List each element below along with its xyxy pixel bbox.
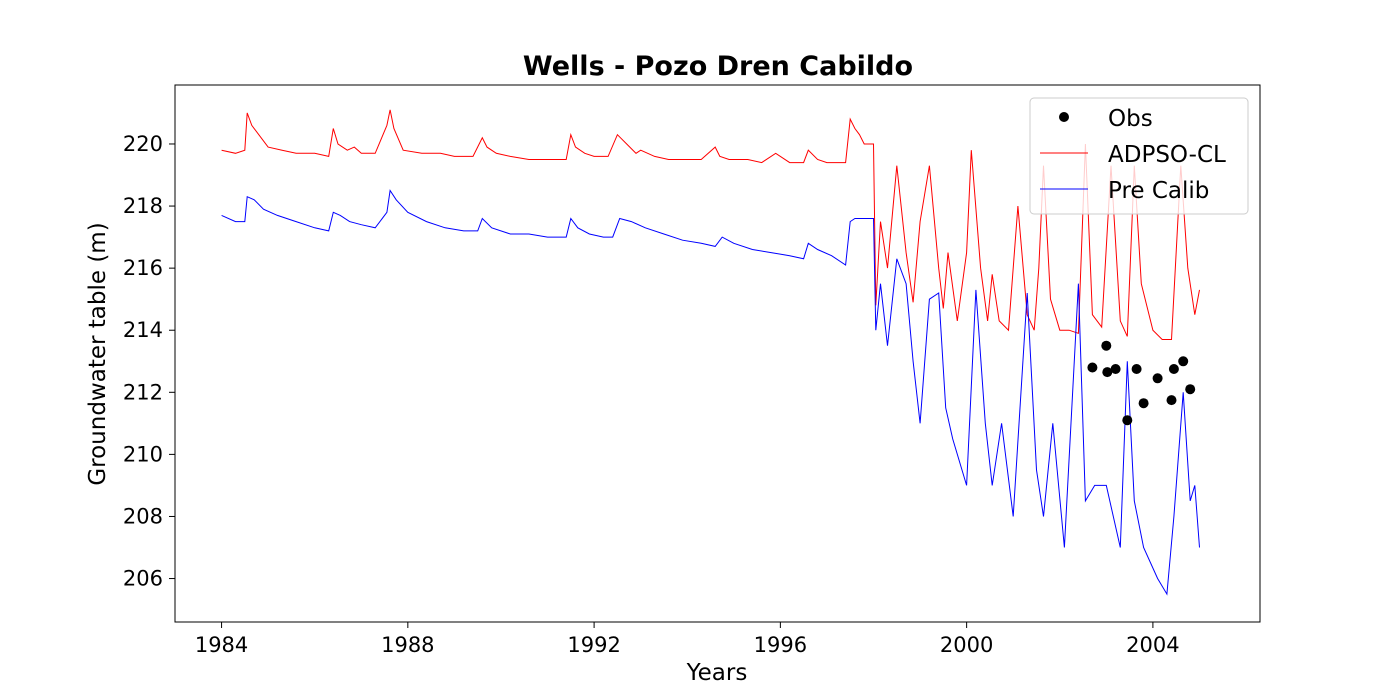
obs-point [1101,340,1112,351]
legend-obs-marker [1059,112,1069,122]
x-tick-label: 2004 [1126,633,1179,657]
y-tick-label: 216 [123,256,163,280]
obs-point [1110,364,1121,374]
y-tick-label: 206 [123,567,163,591]
chart-title: Wells - Pozo Dren Cabildo [523,51,913,82]
x-tick-label: 2000 [940,633,993,657]
y-axis: 206 208 210 212 214 216 218 220 [123,132,175,591]
legend-frame [1029,97,1249,215]
y-tick-label: 210 [123,442,163,466]
y-tick-label: 220 [123,132,163,156]
x-tick-label: 1996 [754,633,807,657]
y-tick-label: 208 [123,504,163,528]
series-layer [221,109,1200,596]
legend: Obs ADPSO-CL Pre Calib [1029,97,1249,215]
obs-point [1168,364,1179,374]
obs-point [1166,395,1177,406]
pre-calib-line [221,189,1200,596]
legend-obs-label: Obs [1108,106,1153,132]
obs-point [1185,384,1196,395]
x-tick-label: 1984 [195,633,248,657]
obs-point [1087,362,1098,373]
x-axis-label: Years [686,660,748,686]
obs-point [1138,398,1149,409]
obs-point [1131,364,1142,374]
y-tick-label: 218 [123,194,163,218]
obs-point [1178,356,1189,367]
obs-point [1102,367,1113,378]
legend-adpso-cl-label: ADPSO-CL [1108,142,1226,168]
x-tick-label: 1992 [567,633,620,657]
x-axis: 1984 1988 1992 1996 2000 2004 [195,622,1180,657]
y-tick-label: 212 [123,380,163,404]
y-axis-label: Groundwater table (m) [85,222,111,485]
y-tick-label: 214 [123,318,163,342]
legend-pre-calib-label: Pre Calib [1108,178,1209,204]
x-tick-label: 1988 [381,633,434,657]
obs-points [1087,340,1196,426]
obs-point [1122,415,1133,426]
adpso-cl-line [221,109,1200,340]
plot-area [174,84,1261,623]
obs-point [1152,373,1163,384]
